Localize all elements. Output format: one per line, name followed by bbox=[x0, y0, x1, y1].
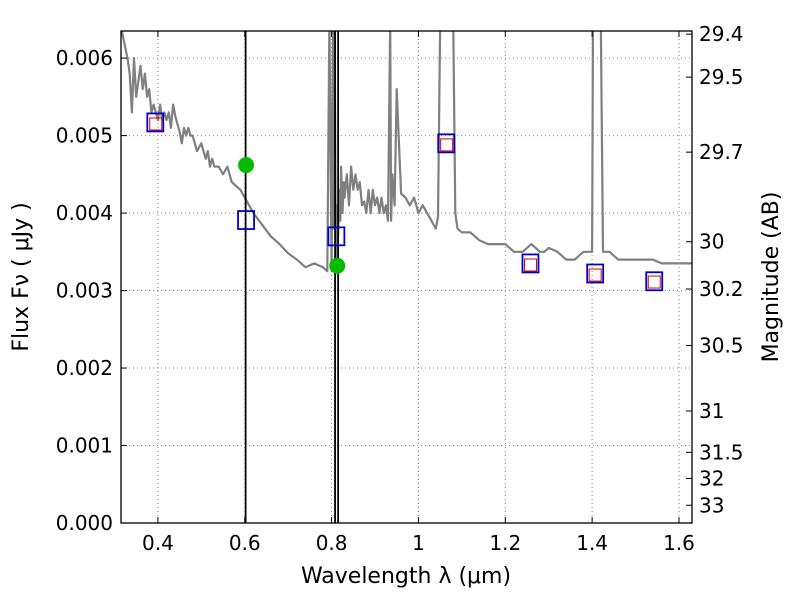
model-flux-marker bbox=[149, 117, 163, 131]
y-axis-right-label: Magnitude (AB) bbox=[759, 192, 784, 363]
y-right-tick-label: 29.5 bbox=[699, 65, 744, 89]
observed-flux-marker bbox=[586, 263, 605, 284]
model-flux-marker bbox=[588, 268, 602, 282]
y-right-tick-label: 30.5 bbox=[699, 334, 744, 358]
axes: 0.4 0.6 0.8 1 1.2 1.4 1.6 0.000 0.001 0.002 0.003 0… bbox=[56, 22, 744, 555]
plot-area bbox=[121, 31, 692, 523]
x-axis-label: Wavelength λ (μm) bbox=[301, 564, 511, 589]
observed-flux-marker bbox=[146, 112, 165, 133]
x-tick-label: 0.4 bbox=[142, 531, 174, 555]
x-tick-label: 0.6 bbox=[229, 531, 261, 555]
observed-flux-marker bbox=[237, 210, 255, 230]
y-right-tick-label: 30.2 bbox=[699, 277, 744, 301]
y-right-tick-label: 29.4 bbox=[699, 22, 744, 46]
observed-flux-marker bbox=[521, 253, 540, 274]
model-flux-marker bbox=[440, 138, 454, 152]
green-flux-point bbox=[238, 157, 255, 174]
y-tick-label: 0.001 bbox=[56, 434, 113, 458]
y-right-tick-label: 29.7 bbox=[699, 140, 744, 164]
y-right-tick-label: 33 bbox=[699, 493, 724, 517]
y-right-tick-label: 31.5 bbox=[699, 440, 744, 464]
green-flux-point bbox=[329, 257, 346, 274]
x-tick-label: 1.4 bbox=[576, 531, 608, 555]
observed-flux-marker bbox=[645, 271, 664, 292]
observed-flux-marker bbox=[437, 133, 456, 154]
y-right-tick-label: 30 bbox=[699, 230, 724, 254]
x-tick-label: 1.2 bbox=[489, 531, 521, 555]
y-right-tick-label: 32 bbox=[699, 466, 724, 490]
y-tick-label: 0.004 bbox=[56, 201, 113, 225]
sed-line bbox=[121, 31, 692, 273]
observed-flux-marker bbox=[327, 226, 346, 247]
y-tick-label: 0.006 bbox=[56, 46, 113, 70]
y-axis-label: Flux Fν ( μJy ) bbox=[9, 202, 34, 351]
y-right-tick-label: 31 bbox=[699, 399, 724, 423]
y-tick-label: 0.005 bbox=[56, 124, 113, 148]
model-flux-marker bbox=[647, 275, 661, 289]
x-tick-label: 1.6 bbox=[663, 531, 695, 555]
x-tick-label: 1 bbox=[412, 531, 425, 555]
y-tick-label: 0.003 bbox=[56, 279, 113, 303]
plot-frame bbox=[120, 30, 693, 524]
model-flux-marker bbox=[523, 258, 537, 272]
y-tick-label: 0.000 bbox=[56, 511, 113, 535]
grid bbox=[121, 31, 692, 524]
y-tick-label: 0.002 bbox=[56, 356, 113, 380]
x-tick-label: 0.8 bbox=[316, 531, 348, 555]
